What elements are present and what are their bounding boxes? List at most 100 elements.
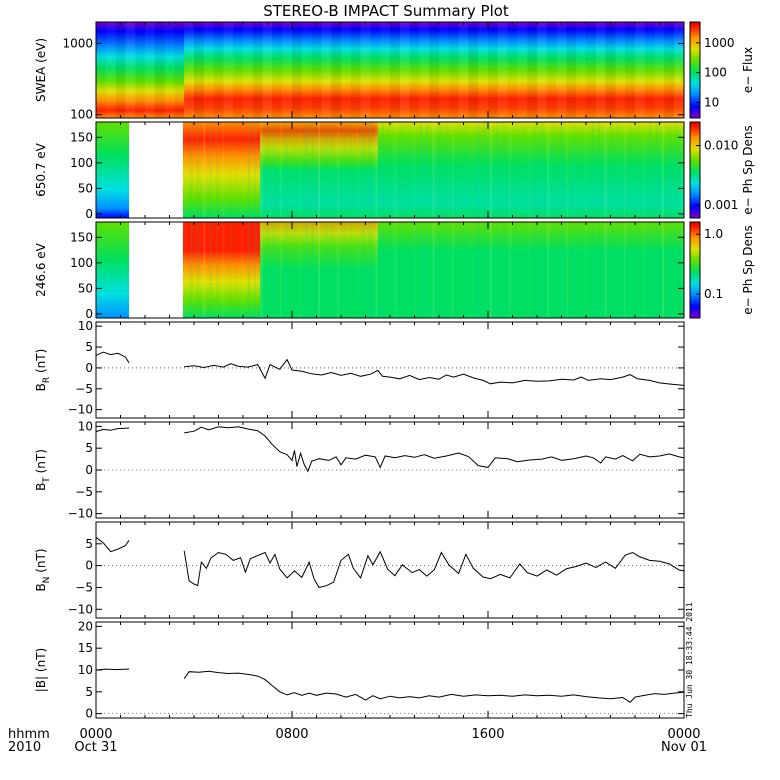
spectrogram-texture: [635, 22, 645, 118]
pitch-angle-texture: [439, 222, 441, 318]
pitch-angle-texture: [388, 122, 391, 218]
spectrogram-texture: [243, 22, 253, 118]
pitch-angle-texture: [598, 222, 601, 318]
spectrogram-texture: [96, 22, 106, 118]
pitch-angle-texture: [311, 122, 314, 218]
spectrogram-texture: [165, 22, 175, 118]
field-trace-segment-1: [95, 427, 130, 433]
spectrogram-fill: [96, 22, 684, 118]
spectrogram-texture: [645, 22, 655, 118]
pitch-angle-texture: [540, 122, 543, 218]
pitch-angle-fill-hot: [182, 222, 261, 318]
y-tick-label: −10: [68, 507, 93, 521]
spectrogram-texture: [321, 22, 332, 118]
spectrogram-texture: [341, 22, 351, 118]
pitch-angle-texture: [203, 222, 206, 318]
spectrogram-texture: [390, 22, 400, 118]
field-trace-segment-1: [95, 536, 130, 553]
colorbar-tick-label: 0.001: [704, 198, 738, 212]
spectrogram-texture: [517, 22, 527, 118]
pitch-angle-texture: [419, 222, 422, 318]
pitch-angle-texture: [451, 222, 454, 318]
spectrogram-texture: [488, 22, 498, 118]
y-axis-label: |B| (nT): [34, 648, 48, 692]
pitch-angle-texture: [394, 222, 397, 318]
spectrogram-texture: [204, 22, 214, 118]
pitch-angle-texture: [579, 122, 582, 218]
pitch-angle-texture: [254, 122, 257, 218]
y-tick-label: 5: [85, 537, 93, 551]
y-tick-label: 100: [70, 256, 93, 270]
pitch-angle-texture: [426, 222, 429, 318]
panel-5: −10 −5 0 5 10 BT (nT): [34, 419, 685, 521]
spectrogram-texture: [576, 22, 586, 118]
y-tick-label: −10: [68, 602, 93, 616]
timestamp-label: Thu Jun 30 18:33:44 2011: [685, 602, 694, 718]
pitch-angle-texture: [630, 122, 633, 218]
y-tick-label: 1000: [62, 36, 93, 50]
field-trace-segment-2: [183, 550, 685, 589]
pitch-angle-texture: [286, 122, 289, 218]
pitch-angle-texture: [534, 122, 537, 218]
pitch-angle-texture: [674, 222, 677, 318]
time-tick-label: 0000: [667, 727, 700, 742]
pitch-angle-texture: [413, 222, 416, 318]
pitch-angle-texture: [292, 222, 295, 318]
pitch-angle-texture: [203, 122, 206, 218]
time-tick-label: 0800: [275, 727, 308, 742]
y-tick-label: 0: [85, 307, 93, 321]
pitch-angle-texture: [273, 222, 276, 318]
pitch-angle-texture: [483, 222, 486, 318]
pitch-angle-texture: [317, 222, 320, 318]
pitch-angle-texture: [216, 122, 219, 218]
pitch-angle-texture: [598, 122, 601, 218]
pitch-angle-texture: [534, 222, 537, 318]
pitch-angle-texture: [368, 122, 371, 218]
spectrogram-texture: [410, 22, 420, 118]
pitch-angle-texture: [540, 222, 543, 318]
spectrogram-texture: [674, 22, 684, 118]
y-tick-label: 20: [78, 619, 93, 633]
pitch-angle-texture: [585, 222, 588, 318]
pitch-angle-texture: [515, 222, 518, 318]
pitch-angle-texture: [196, 122, 199, 218]
spectrogram-texture: [429, 22, 439, 118]
spectrogram-texture: [478, 22, 488, 118]
spectrogram-texture: [154, 22, 165, 118]
pitch-angle-texture: [451, 122, 454, 218]
date-tick-label: Oct 31: [74, 740, 117, 755]
spectrogram-texture: [615, 22, 625, 118]
y-tick-label: 15: [78, 641, 93, 655]
spectrogram-texture: [605, 22, 616, 118]
spectrogram-texture: [439, 22, 449, 118]
pitch-angle-texture: [585, 122, 588, 218]
pitch-angle-fill-early: [96, 222, 130, 318]
figure-title: STEREO-B IMPACT Summary Plot: [263, 2, 509, 20]
pitch-angle-texture: [560, 122, 563, 218]
panel-frame: [95, 521, 685, 619]
pitch-angle-texture: [381, 122, 384, 218]
pitch-angle-texture: [502, 222, 505, 318]
pitch-angle-texture: [228, 122, 231, 218]
pitch-angle-texture: [445, 222, 448, 318]
pitch-angle-texture: [489, 222, 492, 318]
field-trace-segment-2: [184, 426, 685, 473]
spectrogram-texture: [135, 22, 145, 118]
spectrogram-texture: [527, 22, 537, 118]
pitch-angle-texture: [356, 122, 359, 218]
pitch-angle-texture: [388, 222, 391, 318]
pitch-angle-texture: [661, 222, 664, 318]
spectrogram-texture: [664, 22, 675, 118]
y-axis-label: BT (nT): [34, 449, 52, 491]
pitch-angle-texture: [496, 222, 499, 318]
spectrogram-texture: [233, 22, 243, 118]
pitch-angle-texture: [241, 122, 244, 218]
pitch-angle-texture: [381, 222, 384, 318]
panel-1: 100 1000 SWEA (eV) 10 100 1000 e− Flux: [34, 21, 755, 122]
colorbar-label: e− Ph Sp Dens: [741, 125, 755, 214]
pitch-angle-texture: [566, 222, 569, 318]
spectrogram-texture: [449, 22, 459, 118]
y-tick-label: −5: [75, 382, 93, 396]
spectrogram-texture: [508, 22, 518, 118]
